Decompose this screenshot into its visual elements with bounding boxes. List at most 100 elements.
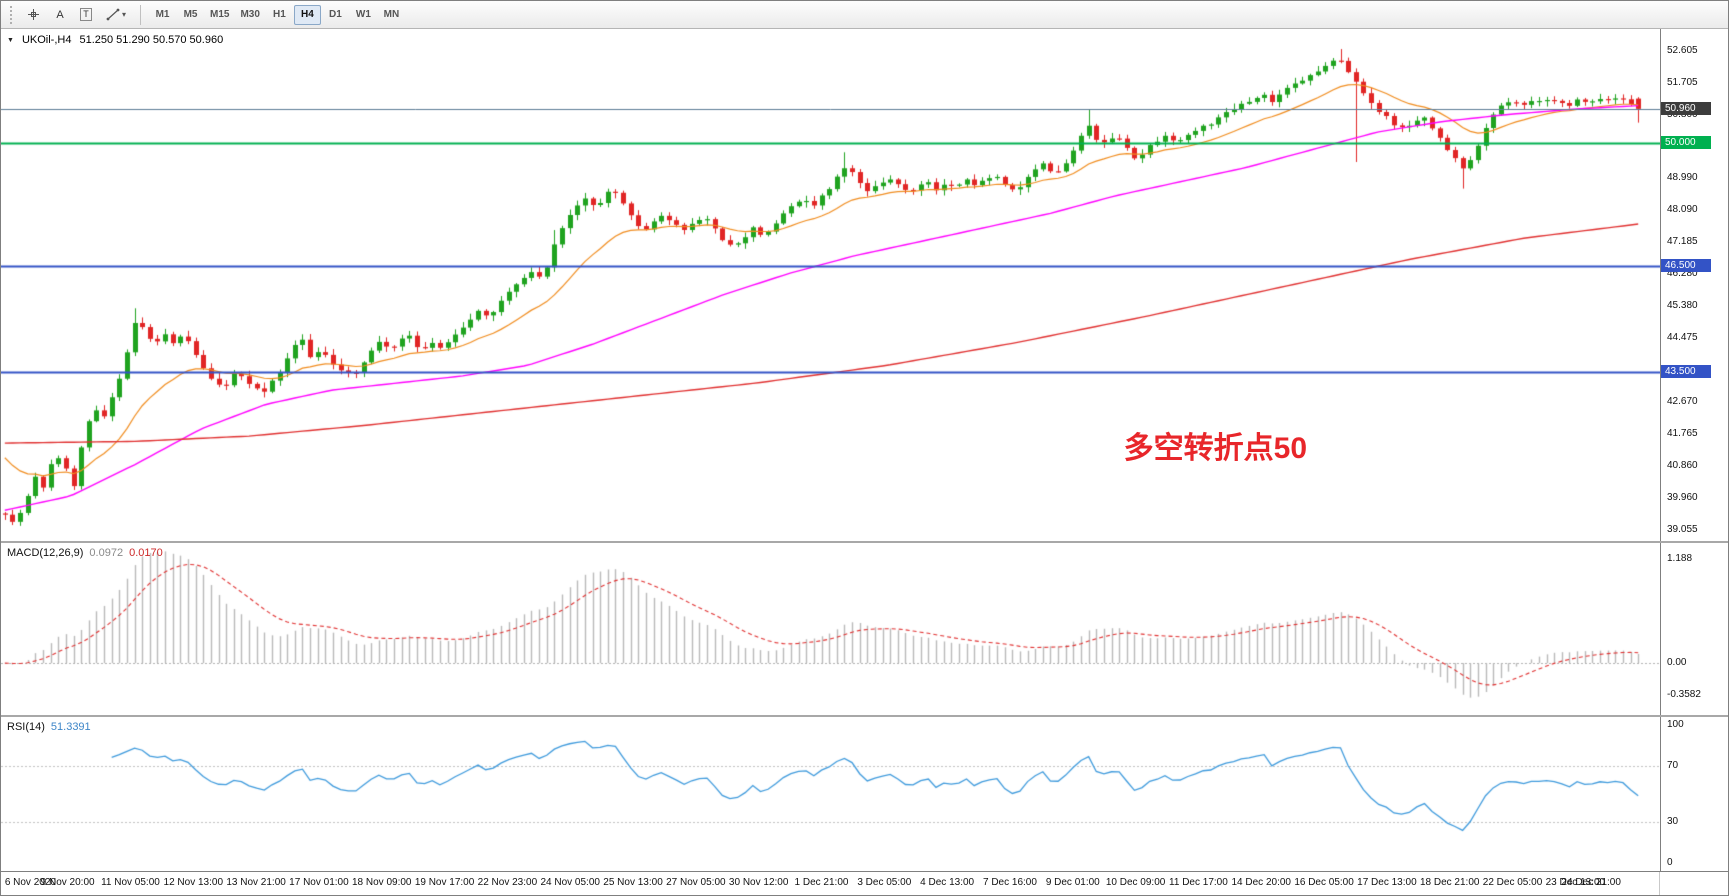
toolbar-separator [140, 4, 142, 25]
macd-name: MACD(12,26,9) [7, 547, 84, 559]
price-axis[interactable]: 52.60551.70550.80049.89548.99048.09047.1… [1660, 29, 1728, 541]
axis-tick-label: 48.090 [1667, 204, 1698, 216]
macd-plot[interactable]: MACD(12,26,9) 0.0972 0.0170 [1, 543, 1660, 715]
axis-tick-label: 47.185 [1667, 236, 1698, 248]
axis-tick-label: 1.188 [1667, 552, 1693, 564]
time-axis-label: 11 Dec 17:00 [1169, 877, 1228, 888]
main-chart-canvas[interactable] [1, 29, 1660, 541]
timeframe-button-h4[interactable]: H4 [293, 4, 321, 25]
time-axis[interactable]: 6 Nov 2020 9 Nov 20:00 11 Nov 05:00 12 Nov … [1, 871, 1728, 895]
chart-title: ▼ UKOil-,H4 51.250 51.290 50.570 50.960 [7, 34, 223, 46]
price-tag: 43.500 [1661, 365, 1711, 379]
time-axis-label: 22 Dec 05:00 [1482, 877, 1543, 888]
axis-tick-label: 39.055 [1667, 523, 1698, 535]
rsi-label: RSI(14) 51.3391 [7, 721, 91, 733]
axis-tick-label: -0.3582 [1667, 688, 1701, 700]
crosshair-tool-button[interactable] [21, 4, 46, 26]
rsi-canvas[interactable] [1, 717, 1660, 871]
time-axis-label: 30 Nov 12:00 [728, 877, 789, 888]
time-axis-label: 13 Nov 21:00 [226, 877, 286, 888]
timeframe-button-m30[interactable]: M30 [235, 5, 264, 25]
axis-tick-label: 41.765 [1667, 427, 1698, 439]
time-axis-label: 27 Nov 05:00 [666, 877, 726, 888]
time-axis-label: 22 Nov 23:00 [477, 877, 538, 888]
time-axis-label: 18 Dec 21:00 [1419, 877, 1480, 888]
dropdown-caret-icon: ▾ [122, 10, 127, 19]
time-axis-label: 17 Nov 01:00 [289, 877, 349, 888]
macd-main-value: 0.0972 [89, 547, 124, 559]
price-tag: 46.500 [1661, 259, 1711, 273]
timeframe-button-d1[interactable]: D1 [322, 5, 349, 25]
time-axis-label: 10 Dec 09:00 [1105, 877, 1166, 888]
timeframe-button-mn[interactable]: MN [378, 5, 405, 25]
axis-tick-label: 51.705 [1667, 76, 1698, 88]
time-axis-label: 9 Dec 01:00 [1045, 877, 1100, 888]
timeframe-button-m5[interactable]: M5 [177, 5, 204, 25]
axis-tick-label: 44.475 [1667, 332, 1698, 343]
trendline-icon [106, 8, 120, 21]
text-tool-label: A [56, 8, 64, 21]
time-axis-label: 16 Dec 05:00 [1294, 877, 1354, 888]
crosshair-icon [28, 9, 39, 20]
chart-collapse-icon[interactable]: ▼ [7, 36, 14, 44]
rsi-plot[interactable]: RSI(14) 51.3391 [1, 717, 1660, 871]
timeframe-button-m1[interactable]: M1 [149, 5, 176, 25]
symbol-timeframe-label: UKOil-,H4 [21, 34, 72, 46]
text-label-tool-button[interactable]: T [74, 4, 98, 26]
axis-tick-label: 30 [1667, 815, 1679, 827]
chart-annotation-text[interactable]: 多空转折点50 [1123, 431, 1308, 465]
axis-tick-label: 39.960 [1667, 491, 1698, 503]
timeframe-button-m15[interactable]: M15 [205, 5, 234, 25]
toolbar-grip[interactable] [10, 5, 14, 24]
objects-tool-button[interactable]: ▾ [100, 4, 132, 26]
main-chart-plot[interactable]: ▼ UKOil-,H4 51.250 51.290 50.570 50.960 … [1, 29, 1660, 541]
axis-tick-label: 45.380 [1667, 300, 1698, 312]
time-axis-label: 6 Nov 2020 [4, 877, 56, 888]
time-axis-label: 23 Dec 13:00 [1545, 877, 1606, 888]
time-axis-label: 12 Nov 13:00 [163, 877, 224, 888]
rsi-panel: RSI(14) 51.3391 100 70 30 0 [1, 717, 1728, 871]
time-axis-label: 7 Dec 16:00 [982, 877, 1037, 888]
time-axis-label: 17 Dec 13:00 [1357, 877, 1417, 888]
time-axis-label: 18 Nov 09:00 [351, 877, 412, 888]
time-axis-label: 19 Nov 17:00 [414, 877, 475, 888]
timeframe-button-h1[interactable]: H1 [266, 5, 293, 25]
price-tag: 50.960 [1661, 101, 1711, 115]
rsi-value: 51.3391 [50, 721, 91, 733]
time-axis-label: 3 Dec 05:00 [857, 877, 912, 888]
rsi-axis[interactable]: 100 70 30 0 [1660, 717, 1728, 871]
text-tool-button[interactable]: A [48, 4, 72, 26]
macd-axis[interactable]: 1.188 0.00 -0.3582 [1660, 543, 1728, 715]
main-chart-panel: ▼ UKOil-,H4 51.250 51.290 50.570 50.960 … [1, 29, 1728, 541]
axis-tick-label: 46.280 [1667, 268, 1698, 280]
macd-label: MACD(12,26,9) 0.0972 0.0170 [7, 547, 163, 559]
ohlc-values: 51.250 51.290 50.570 50.960 [79, 34, 224, 46]
axis-tick-label: 100 [1667, 719, 1684, 730]
macd-signal-value: 0.0170 [129, 547, 163, 559]
time-axis-label: 25 Nov 13:00 [603, 877, 663, 888]
time-axis-label: 11 Nov 05:00 [101, 877, 160, 888]
timeframe-toolbar: M1 M5 M15 M30 H1 H4 D1 W1 MN [149, 4, 405, 25]
timeframe-button-w1[interactable]: W1 [350, 5, 377, 25]
axis-tick-label: 42.670 [1667, 395, 1698, 407]
time-axis-label: 24 Nov 05:00 [540, 877, 600, 888]
rsi-name: RSI(14) [7, 721, 45, 733]
panel-divider-macd[interactable] [1, 541, 1728, 543]
time-axis-corner-divider [1659, 872, 1660, 895]
axis-tick-label: 0.00 [1667, 657, 1687, 669]
panel-divider-rsi[interactable] [1, 715, 1728, 717]
time-axis-label: 14 Dec 20:00 [1231, 877, 1292, 888]
toolbar: A T ▾ M1 M5 M15 M30 H1 H4 D1 W1 MN [1, 1, 1728, 29]
axis-tick-label: 48.990 [1667, 172, 1698, 184]
price-tag: 50.000 [1661, 135, 1711, 149]
label-tool-glyph: T [80, 8, 92, 21]
time-axis-label: 1 Dec 21:00 [794, 877, 849, 888]
macd-canvas[interactable] [1, 543, 1660, 715]
axis-tick-label: 0 [1667, 857, 1673, 868]
axis-tick-label: 40.860 [1667, 459, 1698, 471]
time-axis-label: 24 Dec 21:00 [1561, 877, 1621, 888]
axis-tick-label: 70 [1667, 760, 1679, 772]
time-axis-label: 4 Dec 13:00 [920, 877, 975, 888]
time-axis-label: 9 Nov 20:00 [40, 877, 95, 888]
